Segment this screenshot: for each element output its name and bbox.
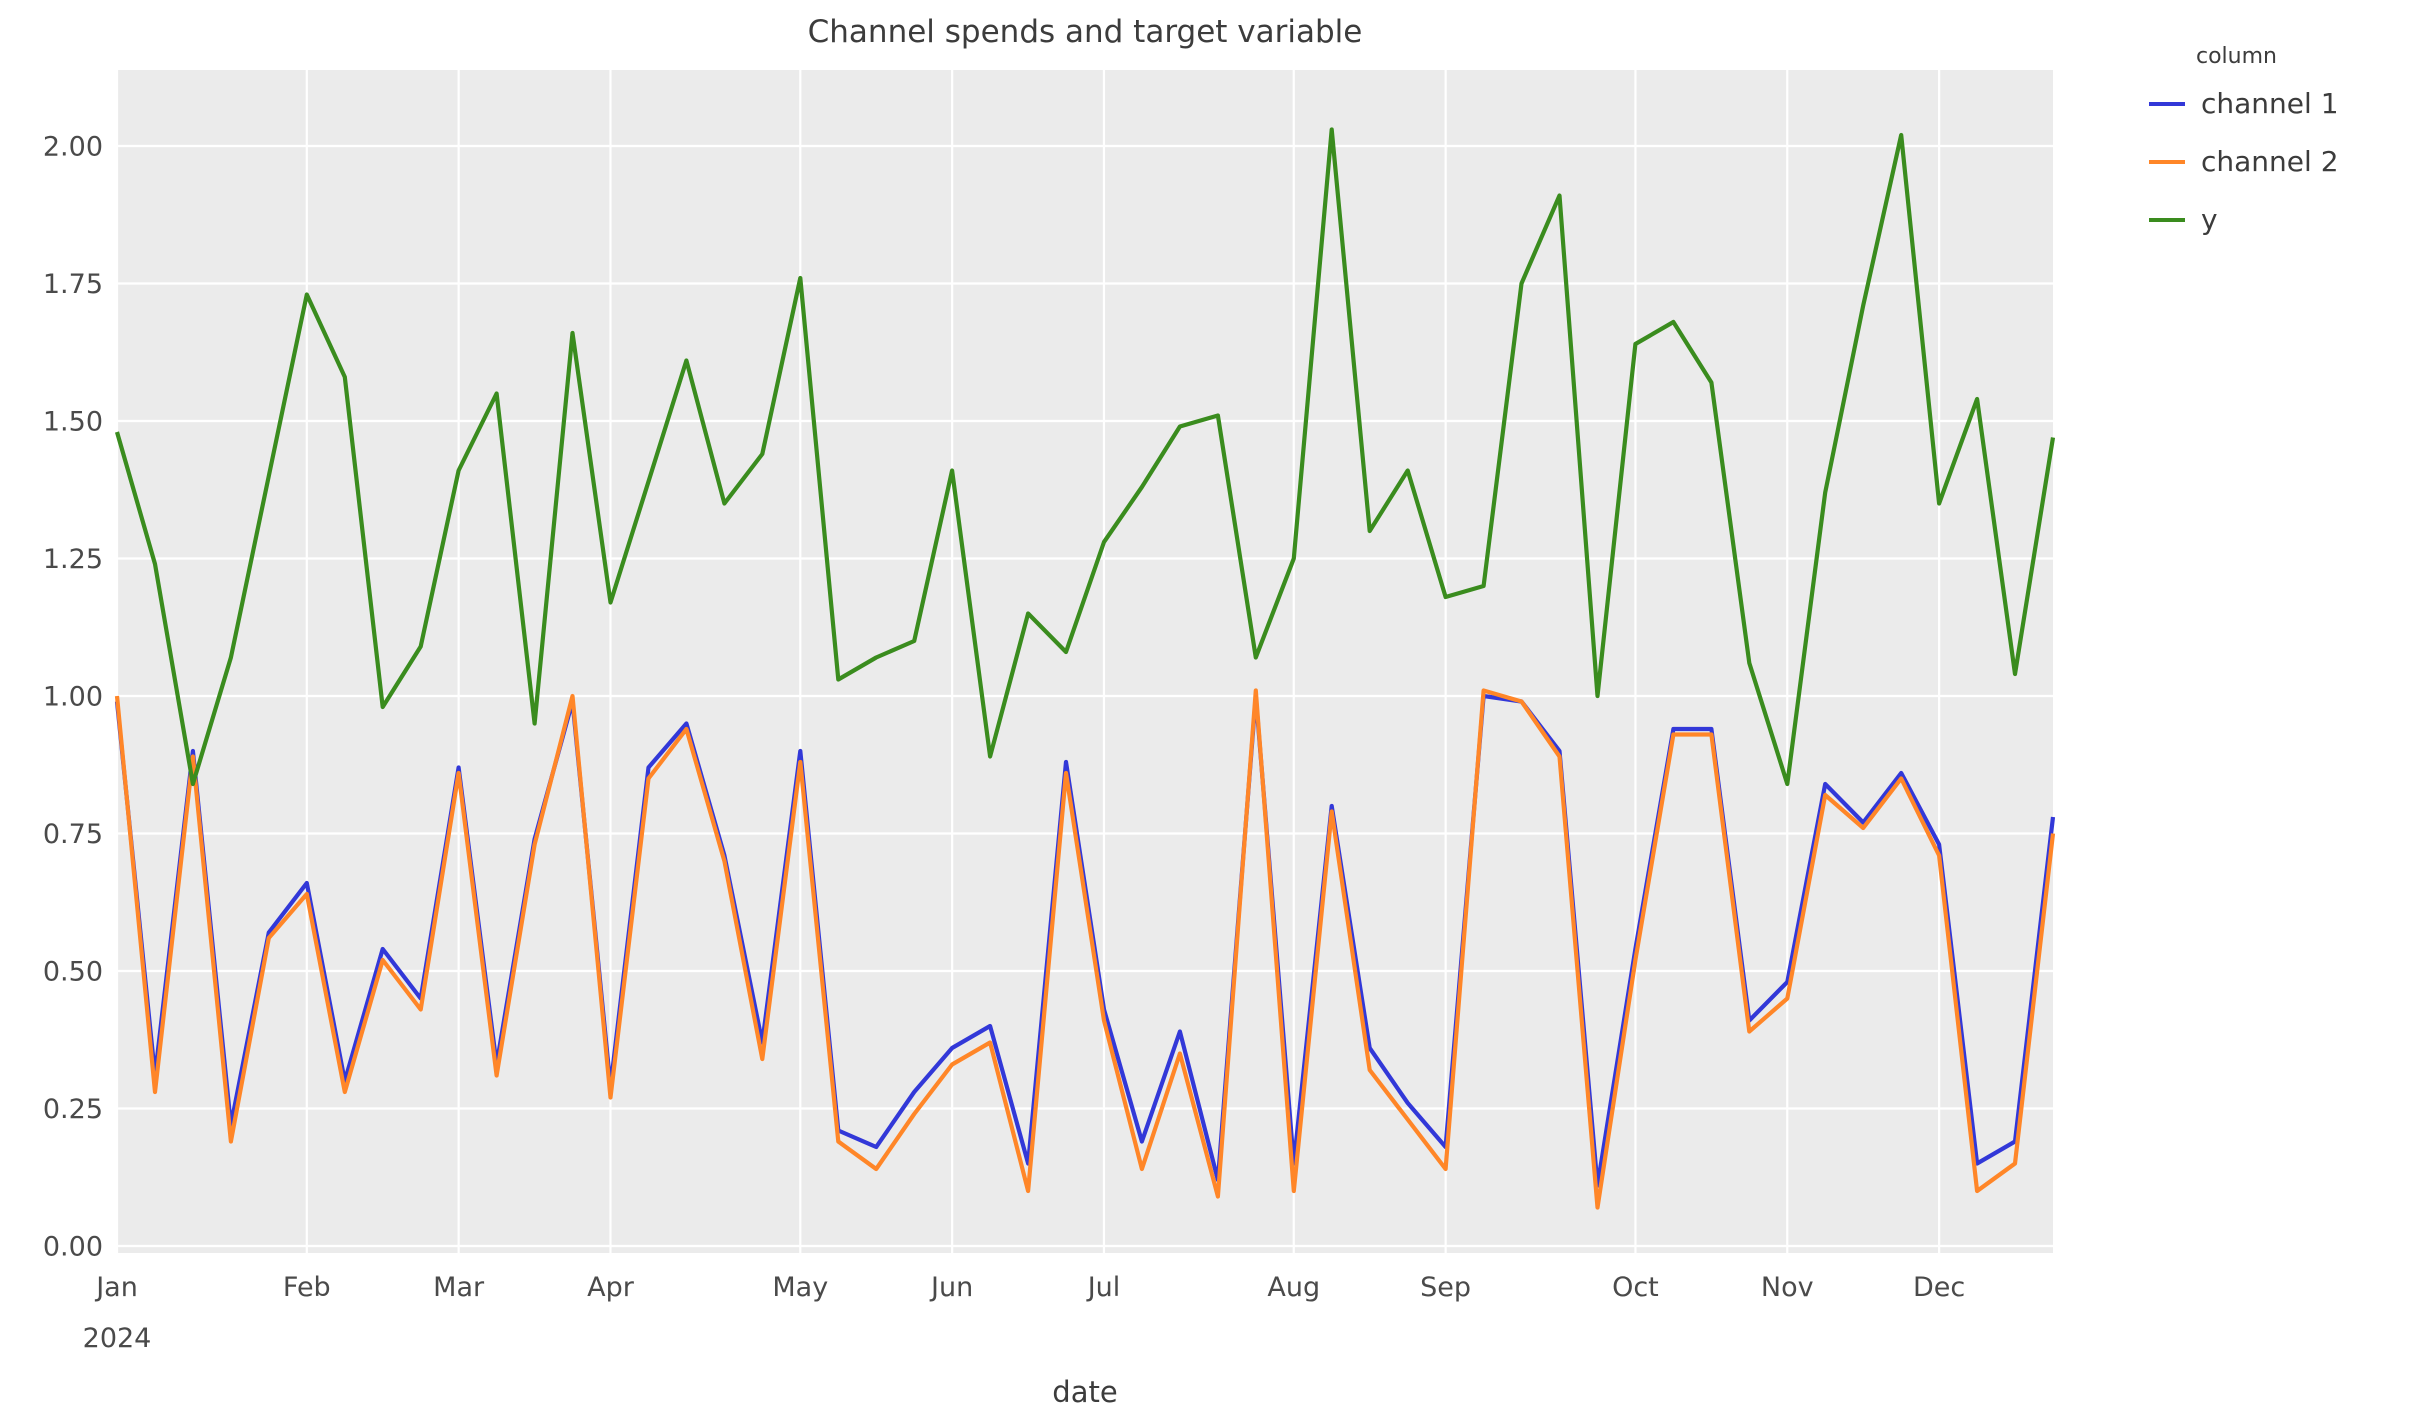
legend-item-channel-1: channel 1 xyxy=(2149,87,2339,120)
x-tick-label-Feb: Feb xyxy=(283,1272,331,1303)
x-tick-label-Apr: Apr xyxy=(587,1272,635,1303)
legend-label-channel-1: channel 1 xyxy=(2201,87,2339,120)
legend-title: column xyxy=(2196,44,2277,69)
x-tick-label-Jun: Jun xyxy=(929,1272,973,1303)
y-tick-label-0.50: 0.50 xyxy=(43,957,103,988)
x-tick-label-May: May xyxy=(772,1272,828,1303)
y-tick-label-1.50: 1.50 xyxy=(43,407,103,438)
y-tick-label-0.00: 0.00 xyxy=(43,1232,103,1263)
legend-label-y: y xyxy=(2201,203,2218,236)
y-tick-label-1.00: 1.00 xyxy=(43,682,103,713)
x-tick-label-Jul: Jul xyxy=(1086,1272,1121,1303)
y-tick-label-0.25: 0.25 xyxy=(43,1094,103,1125)
y-tick-label-1.25: 1.25 xyxy=(43,544,103,575)
x-tick-label-Dec: Dec xyxy=(1913,1272,1965,1303)
x-tick-label-Sep: Sep xyxy=(1420,1272,1471,1303)
x-tick-label-Nov: Nov xyxy=(1761,1272,1814,1303)
y-tick-label-2.00: 2.00 xyxy=(43,132,103,163)
x-axis-label: date xyxy=(1052,1375,1117,1409)
legend-item-y: y xyxy=(2149,203,2218,236)
x-tick-label-Jan: Jan xyxy=(94,1272,138,1303)
legend: column channel 1 channel 2 y xyxy=(2149,44,2339,236)
plot-area xyxy=(117,70,2053,1253)
series-line-channel-2 xyxy=(114,688,2056,1210)
x-tick-label-Oct: Oct xyxy=(1612,1272,1659,1303)
legend-item-channel-2: channel 2 xyxy=(2149,145,2339,178)
series-line-y xyxy=(114,127,2056,787)
x-tick-label-Mar: Mar xyxy=(433,1272,485,1303)
legend-label-channel-2: channel 2 xyxy=(2201,145,2339,178)
x-tick-label-Aug: Aug xyxy=(1267,1272,1320,1303)
chart-title: Channel spends and target variable xyxy=(808,14,1363,50)
x-tick-year-label: 2024 xyxy=(83,1323,152,1354)
y-tick-label-1.75: 1.75 xyxy=(43,269,103,300)
y-tick-label-0.75: 0.75 xyxy=(43,819,103,850)
